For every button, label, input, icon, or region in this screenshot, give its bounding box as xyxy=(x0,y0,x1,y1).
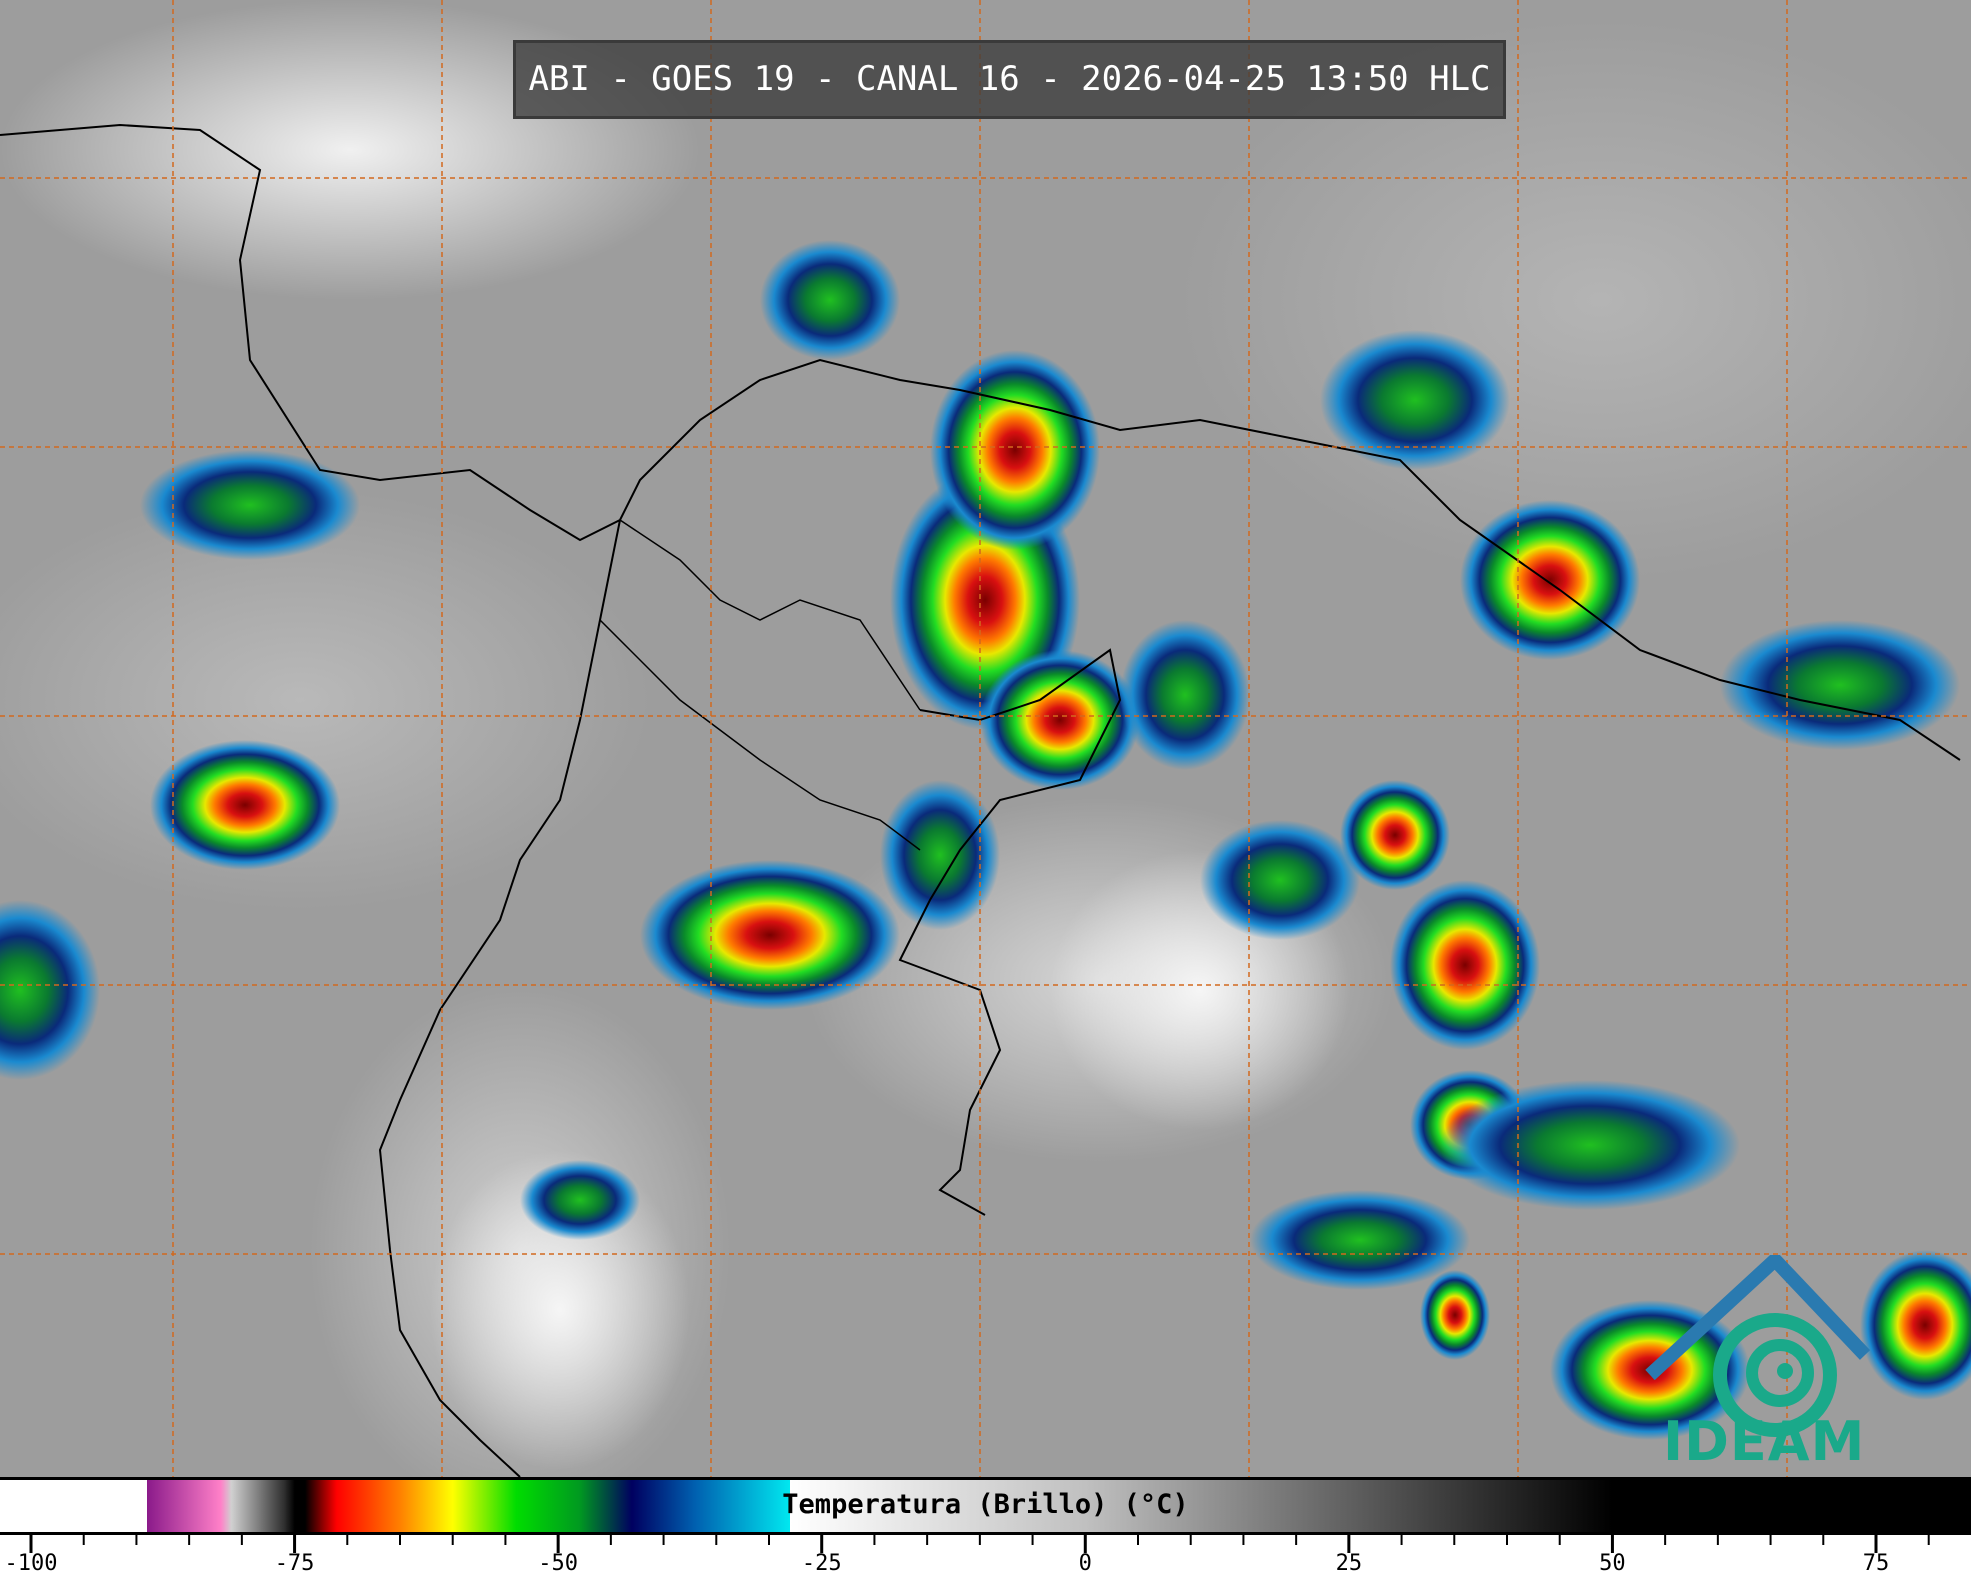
storm-cell xyxy=(150,740,340,870)
tick-label: -100 xyxy=(4,1551,58,1576)
satellite-image xyxy=(0,0,1971,1477)
temperature-colorbar xyxy=(0,1477,1971,1535)
colorbar-label: Temperatura (Brillo) (°C) xyxy=(782,1489,1189,1520)
tick-label: 25 xyxy=(1335,1551,1363,1576)
storm-cell xyxy=(1420,1270,1490,1360)
convective-area xyxy=(760,240,900,360)
logo-text: IDEAM xyxy=(1663,1410,1866,1473)
tick-label: -25 xyxy=(801,1551,842,1576)
storm-cell xyxy=(1860,1250,1971,1400)
ideam-logo xyxy=(1645,1255,1871,1437)
colorbar-ticks xyxy=(29,1535,1930,1553)
convective-area xyxy=(1120,620,1250,770)
convective-area xyxy=(140,450,360,560)
convective-area xyxy=(1250,1190,1470,1290)
tick-label: 75 xyxy=(1862,1551,1890,1576)
storm-cell xyxy=(1460,500,1640,660)
convective-area xyxy=(1720,620,1960,750)
lat-lon-grid xyxy=(0,0,1971,1477)
tick-label: -75 xyxy=(274,1551,315,1576)
convective-area xyxy=(520,1160,640,1240)
convective-area xyxy=(1440,1080,1740,1210)
storm-cell xyxy=(930,350,1100,550)
storm-cell xyxy=(1390,880,1540,1050)
country-borders xyxy=(0,123,1961,1477)
convective-area xyxy=(1200,820,1360,940)
image-title: ABI - GOES 19 - CANAL 16 - 2026-04-25 13… xyxy=(513,40,1506,119)
tick-label: 0 xyxy=(1078,1551,1092,1576)
tick-label: -50 xyxy=(538,1551,579,1576)
storm-cell xyxy=(980,650,1140,790)
tick-label: 50 xyxy=(1599,1551,1626,1576)
